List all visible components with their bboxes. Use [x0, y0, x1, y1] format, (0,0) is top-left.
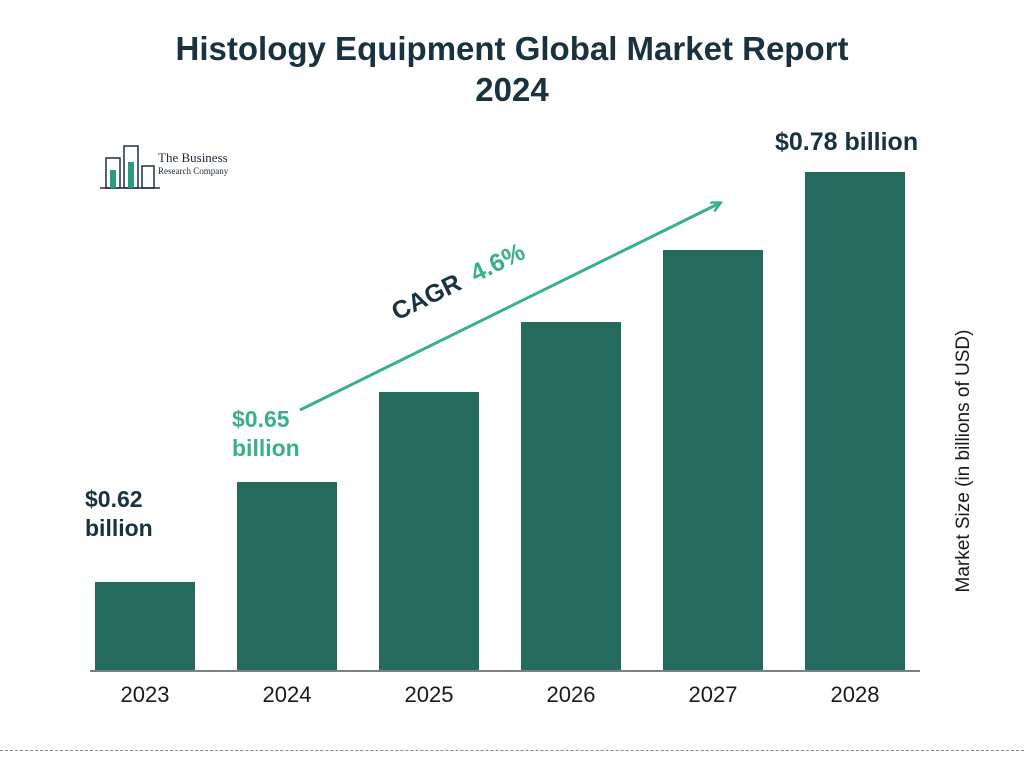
bottom-divider: [0, 750, 1024, 751]
x-axis-label: 2026: [521, 682, 621, 708]
x-axis-label: 2027: [663, 682, 763, 708]
x-axis-label: 2024: [237, 682, 337, 708]
x-axis-label: 2025: [379, 682, 479, 708]
cagr-arrow-icon: [0, 0, 1024, 768]
x-axis-label: 2023: [95, 682, 195, 708]
x-axis-label: 2028: [805, 682, 905, 708]
